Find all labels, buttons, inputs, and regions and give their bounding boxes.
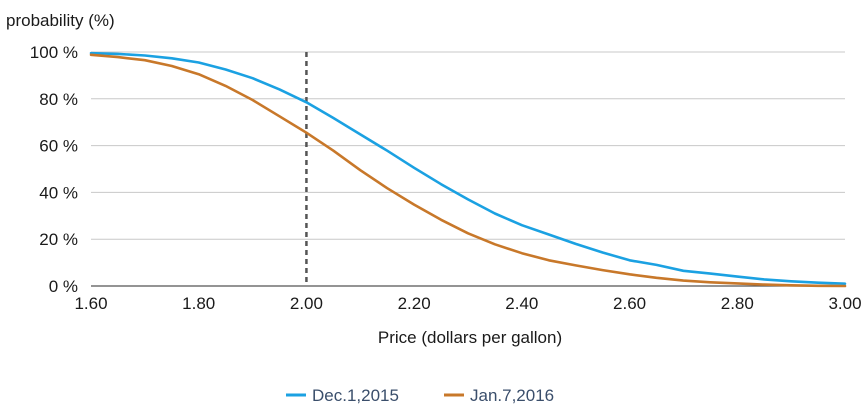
y-tick-labels: 0 % 20 % 40 % 60 % 80 % 100 %	[30, 43, 78, 296]
legend-label: Dec.1,2015	[312, 386, 399, 405]
x-tick-label: 1.80	[182, 294, 215, 313]
y-tick-label: 0 %	[49, 277, 78, 296]
y-tick-label: 20 %	[39, 230, 78, 249]
x-tick-label: 2.80	[721, 294, 754, 313]
y-axis-title: probability (%)	[6, 11, 115, 30]
legend-label: Jan.7,2016	[470, 386, 554, 405]
x-axis-title: Price (dollars per gallon)	[378, 328, 562, 347]
y-tick-label: 80 %	[39, 90, 78, 109]
y-tick-label: 100 %	[30, 43, 78, 62]
x-tick-label: 2.00	[290, 294, 323, 313]
x-tick-labels: 1.60 1.80 2.00 2.20 2.40 2.60 2.80 3.00	[74, 294, 861, 313]
y-tick-label: 60 %	[39, 137, 78, 156]
x-tick-label: 2.60	[613, 294, 646, 313]
series-line	[89, 53, 847, 288]
y-tick-label: 40 %	[39, 183, 78, 202]
series-line	[89, 51, 847, 286]
grid-lines	[91, 51, 845, 287]
series-lines	[89, 51, 847, 288]
x-tick-label: 3.00	[828, 294, 861, 313]
x-tick-label: 2.20	[398, 294, 431, 313]
legend: Dec.1,2015 Jan.7,2016	[286, 386, 554, 405]
x-tick-label: 2.40	[505, 294, 538, 313]
x-tick-label: 1.60	[74, 294, 107, 313]
